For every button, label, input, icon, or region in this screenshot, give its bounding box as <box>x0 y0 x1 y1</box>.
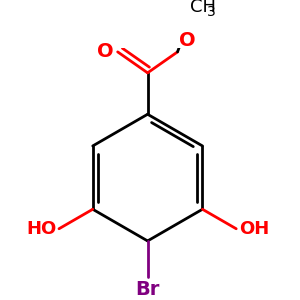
Text: HO: HO <box>26 220 57 238</box>
Text: O: O <box>179 31 195 50</box>
Text: CH: CH <box>190 0 216 16</box>
Text: O: O <box>97 42 113 62</box>
Text: OH: OH <box>238 220 269 238</box>
Text: 3: 3 <box>207 4 215 19</box>
Text: Br: Br <box>135 280 160 299</box>
